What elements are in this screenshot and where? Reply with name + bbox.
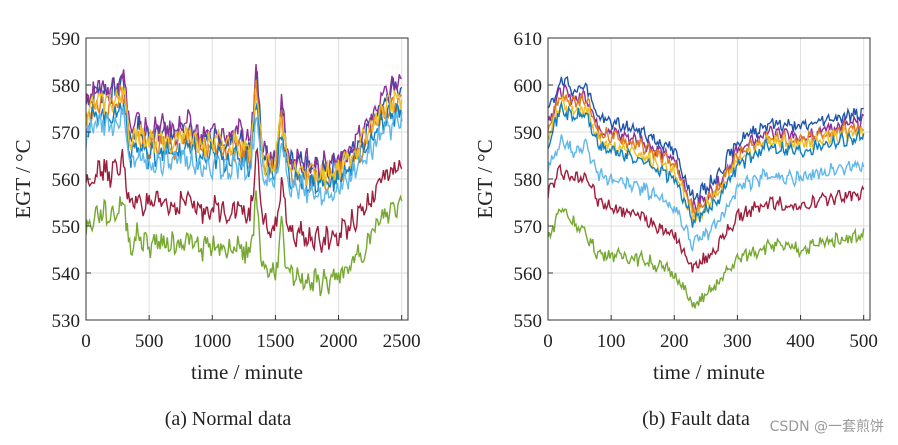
series-line-s5 [86, 86, 403, 187]
series-line-s1 [548, 75, 864, 202]
x-tick-label: 2000 [320, 331, 358, 352]
x-tick-label: 400 [786, 331, 815, 352]
series-line-s8 [86, 190, 403, 297]
series-line-s6 [548, 134, 865, 252]
chart-caption: (b) Fault data [642, 408, 750, 430]
x-tick-label: 100 [597, 331, 626, 352]
x-tick-label: 0 [543, 331, 553, 352]
series-line-s7 [548, 163, 865, 273]
y-tick-label: 550 [52, 217, 81, 238]
x-tick-label: 500 [849, 331, 878, 352]
x-axis-label: time / minute [653, 360, 765, 384]
chart-caption: (a) Normal data [165, 408, 292, 430]
x-tick-label: 0 [81, 331, 91, 352]
series-line-s4 [548, 95, 865, 224]
y-tick-label: 550 [514, 311, 543, 332]
watermark: CSDN @一套煎饼 [770, 419, 884, 435]
y-tick-label: 530 [52, 311, 81, 332]
x-tick-label: 300 [723, 331, 752, 352]
chart-normal-data: 0 500 1000 1500 2000 2500 530 540 550 560 570 580 59… [11, 29, 421, 430]
x-tick-label: 2500 [383, 331, 421, 352]
y-tick-label: 590 [514, 123, 543, 144]
chart-fault-data: 0 100 200 300 400 500 550 560 570 580 590 600 610 tim… [473, 29, 878, 430]
x-tick-label: 200 [660, 331, 689, 352]
y-tick-label: 580 [514, 170, 543, 191]
series-line-s5 [548, 100, 865, 228]
y-tick-label: 560 [52, 170, 81, 191]
series-line-s7 [86, 147, 403, 253]
series-line-s8 [548, 207, 865, 309]
y-tick-label: 570 [52, 123, 81, 144]
y-tick-label: 610 [514, 29, 543, 50]
y-tick-label: 590 [52, 29, 81, 50]
y-axis-label: EGT / °C [473, 139, 497, 218]
y-axis-label: EGT / °C [11, 139, 35, 218]
y-tick-label: 600 [514, 76, 543, 97]
y-tick-label: 570 [514, 217, 543, 238]
x-tick-label: 1000 [193, 331, 231, 352]
x-tick-label: 500 [135, 331, 164, 352]
y-tick-label: 540 [52, 264, 81, 285]
x-axis-label: time / minute [191, 360, 303, 384]
y-tick-label: 580 [52, 76, 81, 97]
y-tick-label: 560 [514, 264, 543, 285]
series-line-s6 [86, 106, 403, 206]
x-tick-label: 1500 [256, 331, 294, 352]
